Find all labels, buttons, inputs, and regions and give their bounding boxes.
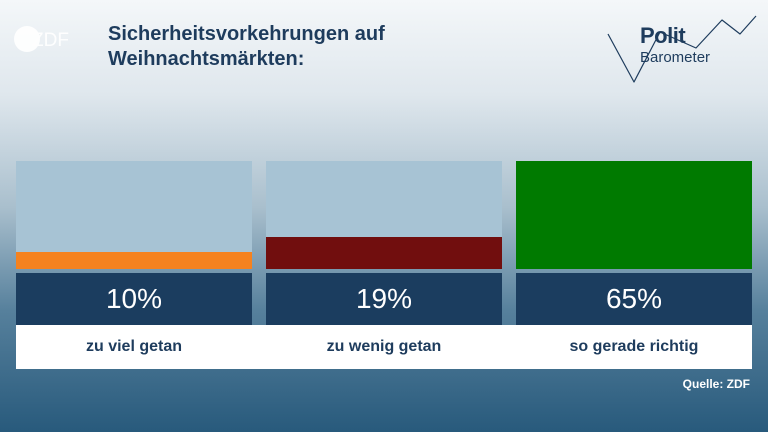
bar <box>266 237 502 269</box>
bar-chart: 10% zu viel getan 19% zu wenig getan 65% so g… <box>16 161 752 369</box>
category-label: zu viel getan <box>85 338 183 355</box>
page-title: Sicherheitsvorkehrungen auf Weihnachtsmä… <box>108 23 385 70</box>
zdf-logo-text: ZDF <box>32 30 69 51</box>
plot-area <box>516 161 752 269</box>
plot-area <box>266 161 502 269</box>
category-label: zu wenig getan <box>326 338 442 355</box>
bar <box>16 252 252 269</box>
value-label: 19% <box>266 273 502 325</box>
barometer-label: Barometer <box>640 49 711 66</box>
polit-barometer-logo <box>607 15 757 83</box>
value-label: 10% <box>16 273 252 325</box>
source-note: Quelle: ZDF <box>682 377 750 391</box>
category-strip <box>16 325 752 369</box>
value-label: 65% <box>516 273 752 325</box>
category-label: so gerade richtig <box>569 338 699 355</box>
polit-label: Polit <box>640 23 686 48</box>
bar <box>516 161 752 269</box>
plot-area <box>16 161 252 269</box>
zdf-logo: ZDF <box>14 26 69 52</box>
